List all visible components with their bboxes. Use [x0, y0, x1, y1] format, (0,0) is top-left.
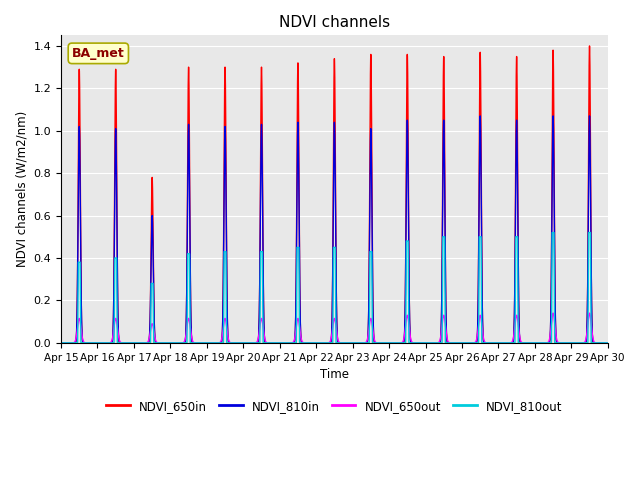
- NDVI_810out: [604, 340, 611, 346]
- NDVI_650out: [314, 340, 322, 346]
- NDVI_650out: [549, 310, 557, 316]
- NDVI_810out: [57, 340, 65, 346]
- NDVI_650in: [603, 340, 611, 346]
- NDVI_810in: [476, 113, 484, 119]
- NDVI_650in: [457, 340, 465, 346]
- NDVI_650in: [314, 340, 322, 346]
- NDVI_810out: [548, 229, 556, 235]
- Y-axis label: NDVI channels (W/m2/nm): NDVI channels (W/m2/nm): [15, 111, 28, 267]
- NDVI_650out: [604, 340, 611, 346]
- NDVI_810in: [488, 340, 495, 346]
- NDVI_810out: [427, 340, 435, 346]
- NDVI_810out: [488, 340, 495, 346]
- NDVI_810in: [427, 340, 435, 346]
- NDVI_810in: [604, 340, 611, 346]
- NDVI_650in: [57, 340, 65, 346]
- Legend: NDVI_650in, NDVI_810in, NDVI_650out, NDVI_810out: NDVI_650in, NDVI_810in, NDVI_650out, NDV…: [101, 395, 568, 417]
- Line: NDVI_650in: NDVI_650in: [61, 46, 607, 343]
- X-axis label: Time: Time: [320, 368, 349, 381]
- NDVI_810in: [156, 340, 163, 346]
- NDVI_650in: [586, 43, 593, 49]
- NDVI_650out: [427, 340, 435, 346]
- NDVI_650out: [457, 340, 465, 346]
- NDVI_810out: [457, 340, 465, 346]
- NDVI_810out: [156, 340, 163, 346]
- NDVI_650in: [488, 340, 495, 346]
- Line: NDVI_810in: NDVI_810in: [61, 116, 607, 343]
- NDVI_650out: [488, 340, 495, 346]
- NDVI_650out: [156, 340, 163, 346]
- Text: BA_met: BA_met: [72, 47, 125, 60]
- Line: NDVI_650out: NDVI_650out: [61, 313, 607, 343]
- NDVI_650out: [603, 340, 611, 346]
- NDVI_810in: [314, 340, 322, 346]
- NDVI_810in: [57, 340, 65, 346]
- Title: NDVI channels: NDVI channels: [279, 15, 390, 30]
- NDVI_650out: [57, 340, 65, 346]
- NDVI_810out: [314, 340, 322, 346]
- NDVI_810in: [457, 340, 465, 346]
- NDVI_650in: [604, 340, 611, 346]
- NDVI_650in: [427, 340, 435, 346]
- Line: NDVI_810out: NDVI_810out: [61, 232, 607, 343]
- NDVI_810out: [603, 340, 611, 346]
- NDVI_810in: [603, 340, 611, 346]
- NDVI_650in: [156, 340, 163, 346]
